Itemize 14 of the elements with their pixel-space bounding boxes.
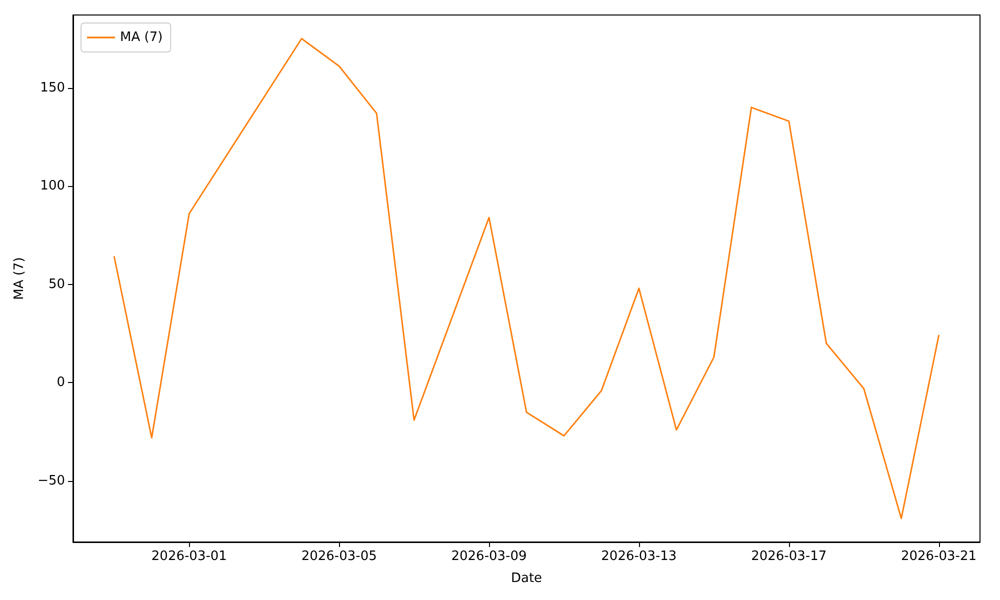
x-tick-label: 2026-03-09: [451, 549, 527, 564]
y-tick-label: 150: [40, 80, 65, 96]
y-tick-label: −50: [38, 474, 65, 489]
legend-label: MA (7): [120, 30, 163, 45]
y-tick-label: 0: [56, 375, 65, 390]
y-tick-label: 50: [48, 276, 65, 292]
y-tick-label: 100: [40, 178, 65, 194]
x-axis-title: Date: [510, 571, 542, 586]
x-tick-label: 2026-03-13: [601, 549, 677, 564]
x-tick-label: 2026-03-21: [900, 549, 977, 564]
y-axis-title: MA (7): [12, 257, 27, 300]
x-tick-label: 2026-03-17: [751, 549, 827, 564]
x-tick-label: 2026-03-01: [151, 549, 227, 564]
x-tick-label: 2026-03-05: [301, 549, 377, 564]
